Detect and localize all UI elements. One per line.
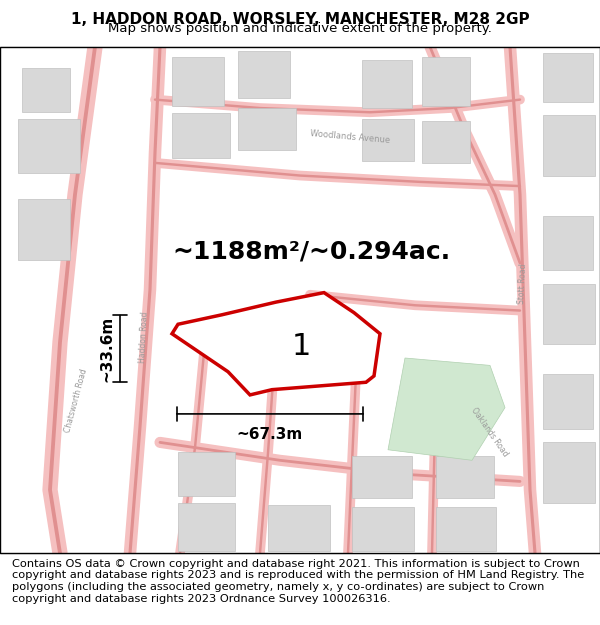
Text: ~67.3m: ~67.3m — [237, 426, 303, 441]
Bar — [436, 456, 494, 498]
Bar — [18, 119, 80, 173]
Bar — [352, 456, 412, 498]
Text: Haddon Road: Haddon Road — [138, 311, 150, 362]
Bar — [543, 116, 595, 176]
Bar — [543, 442, 595, 503]
Text: 1, HADDON ROAD, WORSLEY, MANCHESTER, M28 2GP: 1, HADDON ROAD, WORSLEY, MANCHESTER, M28… — [71, 12, 529, 27]
Text: Stott Road: Stott Road — [517, 264, 529, 304]
Polygon shape — [388, 358, 505, 460]
Bar — [238, 108, 296, 150]
Bar — [543, 374, 593, 429]
Bar — [422, 58, 470, 106]
Bar — [422, 121, 470, 163]
Bar — [352, 507, 414, 551]
Text: Chatsworth Road: Chatsworth Road — [63, 368, 89, 433]
Text: Contains OS data © Crown copyright and database right 2021. This information is : Contains OS data © Crown copyright and d… — [12, 559, 584, 604]
Bar — [172, 58, 224, 106]
Text: Map shows position and indicative extent of the property.: Map shows position and indicative extent… — [108, 22, 492, 35]
Text: ~1188m²/~0.294ac.: ~1188m²/~0.294ac. — [172, 240, 450, 264]
Bar — [22, 68, 70, 112]
Bar — [362, 59, 412, 108]
Bar — [172, 113, 230, 158]
Bar — [436, 507, 496, 551]
Text: Oaklands Road: Oaklands Road — [470, 406, 510, 458]
Text: 1: 1 — [292, 332, 311, 361]
Bar — [18, 199, 70, 260]
Bar — [178, 503, 235, 551]
Bar — [268, 504, 330, 551]
Polygon shape — [172, 292, 380, 395]
Bar — [543, 53, 593, 102]
Text: ~33.6m: ~33.6m — [99, 316, 114, 382]
Bar — [543, 216, 593, 271]
Bar — [543, 284, 595, 344]
Bar — [238, 51, 290, 98]
Bar — [178, 452, 235, 496]
Text: Woodlands Avenue: Woodlands Avenue — [310, 129, 391, 144]
Bar — [362, 119, 414, 161]
